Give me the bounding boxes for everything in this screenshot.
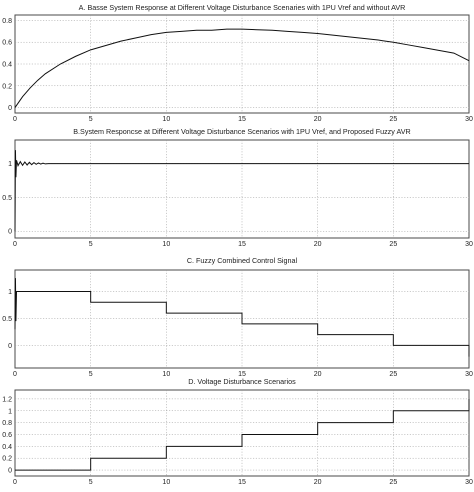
panel-d-x-tick-label: 30 xyxy=(465,479,473,486)
panel-b-x-tick-label: 5 xyxy=(89,241,93,248)
panel-a-x-tick-label: 5 xyxy=(89,116,93,123)
panel-d-x-tick-label: 5 xyxy=(89,479,93,486)
panel-d-y-tick-label: 0 xyxy=(8,468,12,475)
panel-d-series-line xyxy=(15,398,470,471)
panel-a-x-tick-label: 10 xyxy=(162,116,170,123)
panel-a-y-tick-label: 0 xyxy=(8,105,12,112)
panel-a-series-line xyxy=(14,28,470,108)
panel-b-fuzzy-avr-response: B.System Responcse at Different Voltage … xyxy=(2,127,473,248)
panel-c-x-tick-label: 20 xyxy=(314,371,322,378)
panel-c-x-tick-label: 25 xyxy=(389,371,397,378)
panel-b-y-tick-label: 0 xyxy=(8,229,12,236)
panel-d-x-tick-label: 0 xyxy=(13,479,17,486)
panel-d-x-tick-label: 25 xyxy=(389,479,397,486)
panel-b-y-tick-label: 0.5 xyxy=(2,195,12,202)
panel-d-x-tick-label: 20 xyxy=(314,479,322,486)
panel-b-x-tick-label: 20 xyxy=(314,241,322,248)
panel-d-x-tick-label: 15 xyxy=(238,479,246,486)
panel-b-y-tick-label: 1 xyxy=(8,161,12,168)
panel-b-x-tick-label: 25 xyxy=(389,241,397,248)
panel-a-x-tick-label: 0 xyxy=(13,116,17,123)
panel-c-x-tick-label: 15 xyxy=(238,371,246,378)
panel-d-y-tick-label: 0.2 xyxy=(2,456,12,463)
panel-c-title: C. Fuzzy Combined Control Signal xyxy=(187,256,298,265)
panel-c-y-tick-label: 1 xyxy=(8,289,12,296)
panel-c-series-line xyxy=(14,278,470,357)
panel-b-x-tick-label: 15 xyxy=(238,241,246,248)
panel-a-x-tick-label: 20 xyxy=(314,116,322,123)
panel-c-x-tick-label: 0 xyxy=(13,371,17,378)
panel-a-x-tick-label: 15 xyxy=(238,116,246,123)
panel-a-y-tick-label: 0.8 xyxy=(2,18,12,25)
panel-c-x-tick-label: 5 xyxy=(89,371,93,378)
panel-a-title: A. Basse System Response at Different Vo… xyxy=(79,3,406,12)
panel-b-x-tick-label: 30 xyxy=(465,241,473,248)
panel-d-y-tick-label: 1 xyxy=(8,408,12,415)
panel-c-control-signal: C. Fuzzy Combined Control Signal 0 5 10 15 2… xyxy=(2,256,473,378)
panel-d-disturbance-scenarios: D. Voltage Disturbance Scenarios 0 5 10 15 2… xyxy=(2,377,473,486)
panel-d-y-tick-label: 0.6 xyxy=(2,432,12,439)
panel-b-x-tick-label: 10 xyxy=(162,241,170,248)
panel-a-y-tick-label: 0.4 xyxy=(2,62,12,69)
panel-b-title: B.System Responcse at Different Voltage … xyxy=(73,127,410,136)
panel-c-x-tick-label: 30 xyxy=(465,371,473,378)
panel-d-y-tick-label: 0.8 xyxy=(2,420,12,427)
panel-a-base-response: A. Basse System Response at Different Vo… xyxy=(2,3,473,123)
panel-c-y-tick-label: 0.5 xyxy=(2,316,12,323)
panel-a-y-tick-label: 0.2 xyxy=(2,83,12,90)
panel-c-x-tick-label: 10 xyxy=(162,371,170,378)
panel-d-x-tick-label: 10 xyxy=(162,479,170,486)
panel-a-y-tick-label: 0.6 xyxy=(2,40,12,47)
panel-a-x-tick-label: 25 xyxy=(389,116,397,123)
panel-a-x-tick-label: 30 xyxy=(465,116,473,123)
panel-b-series-line xyxy=(14,150,469,232)
panel-b-x-tick-label: 0 xyxy=(13,241,17,248)
panel-d-y-tick-label: 1.2 xyxy=(2,396,12,403)
panel-d-title: D. Voltage Disturbance Scenarios xyxy=(188,377,296,386)
panel-d-y-tick-label: 0.4 xyxy=(2,444,12,451)
panel-c-y-tick-label: 0 xyxy=(8,343,12,350)
